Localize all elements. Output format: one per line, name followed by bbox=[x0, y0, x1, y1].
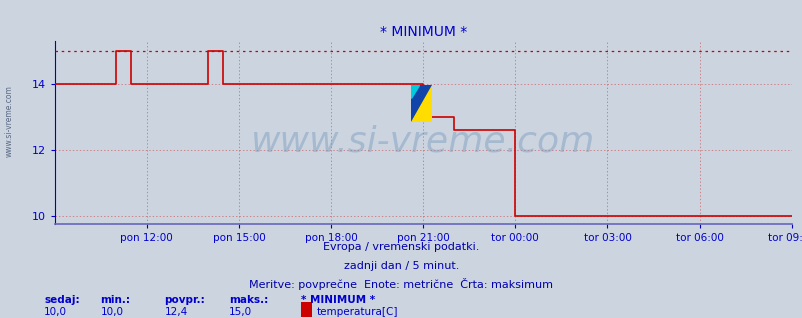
Text: sedaj:: sedaj: bbox=[44, 295, 79, 305]
Text: povpr.:: povpr.: bbox=[164, 295, 205, 305]
Text: 15,0: 15,0 bbox=[229, 308, 252, 317]
Text: www.si-vreme.com: www.si-vreme.com bbox=[5, 85, 14, 157]
Text: Meritve: povprečne  Enote: metrične  Črta: maksimum: Meritve: povprečne Enote: metrične Črta:… bbox=[249, 278, 553, 290]
Text: maks.:: maks.: bbox=[229, 295, 268, 305]
Text: * MINIMUM *: * MINIMUM * bbox=[301, 295, 375, 305]
Text: zadnji dan / 5 minut.: zadnji dan / 5 minut. bbox=[343, 261, 459, 271]
Text: 10,0: 10,0 bbox=[100, 308, 124, 317]
Title: * MINIMUM *: * MINIMUM * bbox=[379, 25, 466, 39]
Text: Evropa / vremenski podatki.: Evropa / vremenski podatki. bbox=[323, 242, 479, 252]
Text: temperatura[C]: temperatura[C] bbox=[316, 308, 397, 317]
Text: min.:: min.: bbox=[100, 295, 130, 305]
Text: www.si-vreme.com: www.si-vreme.com bbox=[251, 125, 594, 159]
Text: 12,4: 12,4 bbox=[164, 308, 188, 317]
Text: 10,0: 10,0 bbox=[44, 308, 67, 317]
